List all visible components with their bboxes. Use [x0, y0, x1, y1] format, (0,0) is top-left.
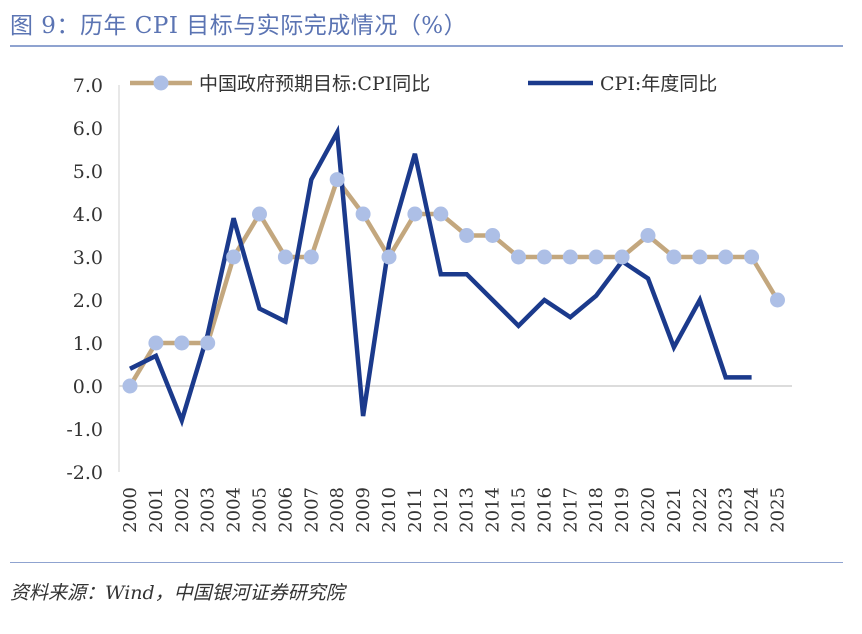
x-tick-label: 2012 [431, 487, 452, 533]
target-point [692, 249, 708, 265]
series-layer [122, 124, 785, 428]
x-tick-label: 2005 [250, 487, 271, 533]
x-tick-label: 2018 [586, 487, 607, 533]
y-tick-label: -2.0 [66, 462, 103, 484]
target-point [226, 249, 242, 265]
x-tick-label: 2006 [275, 487, 296, 533]
x-tick-label: 2003 [198, 487, 219, 533]
target-point [718, 249, 734, 265]
series-line-actual [128, 124, 752, 428]
legend-swatch-target-marker [153, 75, 169, 91]
x-tick-label: 2002 [172, 487, 193, 533]
y-tick-label: 3.0 [73, 247, 103, 269]
target-point [588, 249, 604, 265]
x-tick-label: 2024 [742, 487, 763, 533]
x-tick-label: 2020 [638, 487, 659, 533]
y-tick-label: 2.0 [73, 290, 103, 312]
series-line-target [128, 177, 780, 388]
legend-label-actual: CPI:年度同比 [600, 73, 717, 95]
y-tick-label: -1.0 [66, 419, 103, 441]
y-tick-label: 1.0 [73, 333, 103, 355]
x-tick-label: 2013 [457, 487, 478, 533]
x-tick-label: 2015 [509, 487, 530, 533]
target-point [174, 335, 190, 351]
y-tick-label: 5.0 [73, 161, 103, 183]
source-divider [10, 562, 843, 563]
x-tick-label: 2017 [560, 487, 581, 533]
target-point [277, 249, 293, 265]
legend: 中国政府预期目标:CPI同比 CPI:年度同比 [130, 73, 717, 95]
x-tick-label: 2004 [224, 487, 245, 533]
target-point [303, 249, 319, 265]
title-divider [10, 45, 843, 47]
x-tick-label: 2000 [120, 487, 141, 533]
target-point [200, 335, 216, 351]
x-tick-label: 2022 [690, 487, 711, 533]
target-point [614, 249, 630, 265]
target-point [666, 249, 682, 265]
x-tick-label: 2014 [483, 487, 504, 533]
target-point [770, 292, 785, 308]
y-tick-label: 7.0 [73, 75, 103, 97]
cpi-line-chart: -2.0-1.00.01.02.03.04.05.06.07.0 2000 200… [66, 73, 792, 533]
target-point [355, 206, 371, 222]
target-point [329, 172, 345, 188]
legend-label-target: 中国政府预期目标:CPI同比 [199, 73, 430, 95]
target-point [252, 206, 267, 222]
target-point [744, 249, 760, 265]
x-tick-label: 2021 [664, 487, 685, 533]
x-tick-label: 2023 [716, 487, 737, 533]
target-point [433, 206, 449, 222]
target-point [407, 206, 423, 222]
x-tick-label: 2025 [768, 487, 789, 533]
y-axis-ticks: -2.0 -1.0 0.0 1.0 2.0 3.0 4.0 5.0 6.0 7.0 [66, 75, 103, 484]
target-point [381, 249, 397, 265]
x-tick-label: 2011 [405, 487, 426, 533]
x-tick-label: 2007 [301, 487, 322, 533]
target-point [122, 378, 138, 394]
target-point [148, 335, 164, 351]
source-note: 资料来源：Wind，中国银河证券研究院 [10, 582, 345, 604]
x-axis-ticks: 2000 2001 2002 2003 2004 2005 2006 2007 2008 2009… [120, 487, 789, 533]
y-tick-label: 6.0 [73, 118, 103, 140]
x-tick-label: 2019 [612, 487, 633, 533]
target-point [562, 249, 578, 265]
figure-title: 图 9：历年 CPI 目标与实际完成情况（%） [10, 13, 468, 39]
target-point [640, 228, 656, 243]
target-point [459, 228, 475, 243]
y-tick-label: 4.0 [73, 204, 103, 226]
x-tick-label: 2016 [534, 487, 555, 533]
x-tick-label: 2010 [379, 487, 400, 533]
target-point [511, 249, 526, 265]
y-tick-label: 0.0 [73, 376, 103, 398]
target-point [536, 249, 552, 265]
target-point [485, 228, 501, 243]
x-tick-label: 2008 [327, 487, 348, 533]
x-tick-label: 2001 [146, 487, 167, 533]
x-tick-label: 2009 [353, 487, 374, 533]
